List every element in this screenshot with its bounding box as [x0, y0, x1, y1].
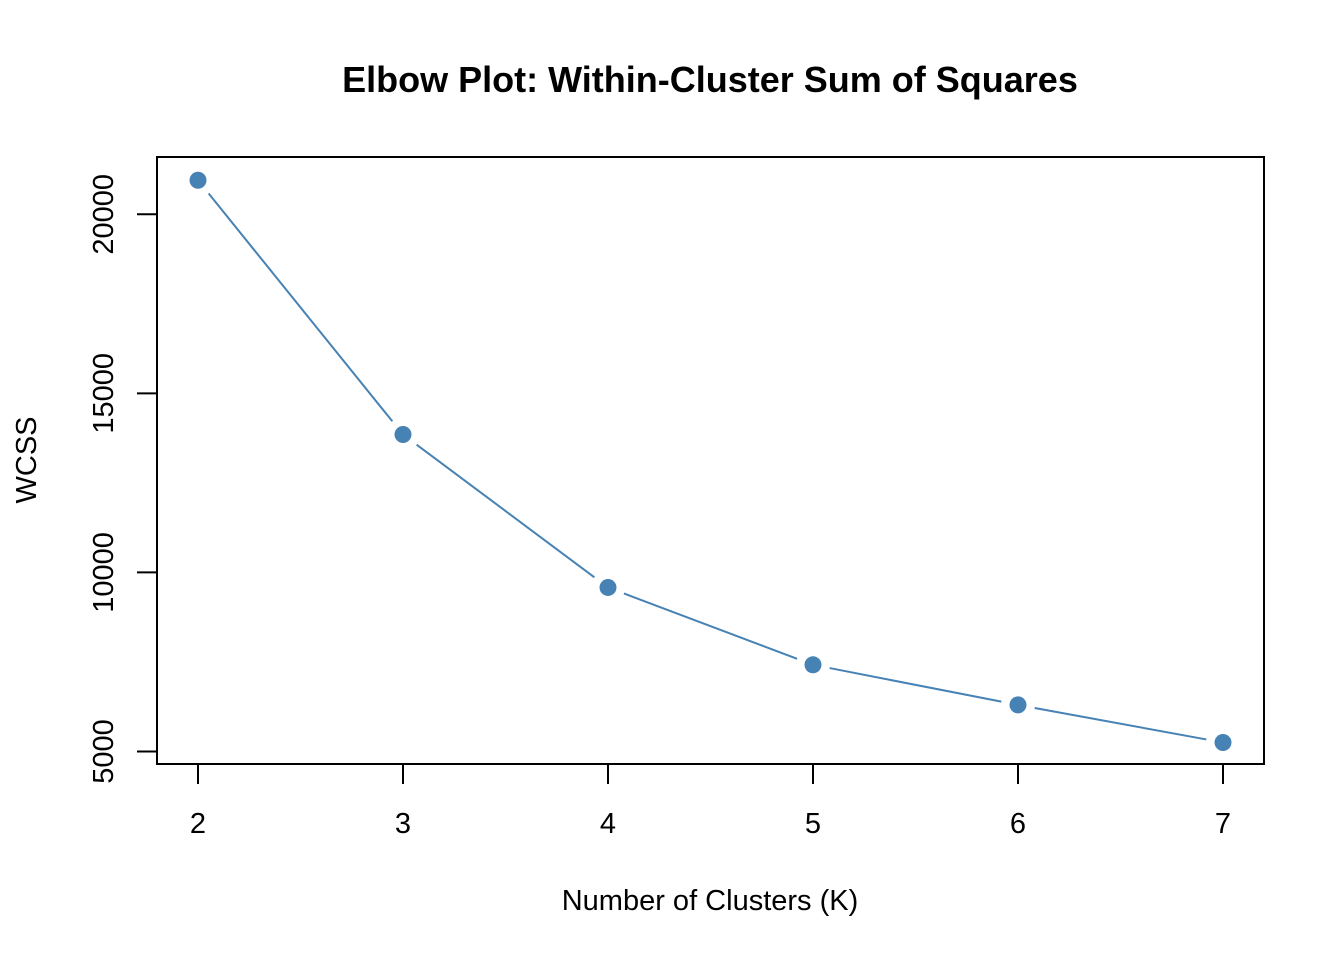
series-line-segment	[207, 192, 394, 422]
y-axis-label: WCSS	[11, 417, 43, 504]
x-tick-label: 2	[190, 808, 206, 840]
data-point	[599, 578, 617, 596]
x-tick-label: 6	[1010, 808, 1026, 840]
series-layer	[189, 171, 1232, 752]
plot-frame	[156, 156, 1265, 765]
x-tick-label: 3	[395, 808, 411, 840]
series-line-segment	[623, 592, 798, 660]
x-axis-label: Number of Clusters (K)	[562, 885, 859, 917]
chart-title: Elbow Plot: Within-Cluster Sum of Square…	[342, 59, 1078, 100]
series-line-segment	[829, 667, 1002, 703]
y-tick-label: 15000	[88, 353, 120, 434]
x-tick-label: 5	[805, 808, 821, 840]
series-line-segment	[416, 443, 595, 579]
x-tick-label: 4	[600, 808, 616, 840]
data-point	[1009, 696, 1027, 714]
series-line-segment	[1034, 706, 1207, 741]
data-point	[189, 171, 207, 189]
y-tick-label: 10000	[88, 532, 120, 613]
y-tick-label: 20000	[88, 174, 120, 255]
data-point	[804, 656, 822, 674]
data-point	[394, 426, 412, 444]
y-tick-label: 5000	[88, 719, 120, 784]
data-point	[1214, 734, 1232, 752]
x-tick-label: 7	[1215, 808, 1231, 840]
y-axis: 5000 10000 15000 20000	[88, 174, 158, 784]
x-axis: 2 3 4 5 6 7	[190, 763, 1231, 840]
